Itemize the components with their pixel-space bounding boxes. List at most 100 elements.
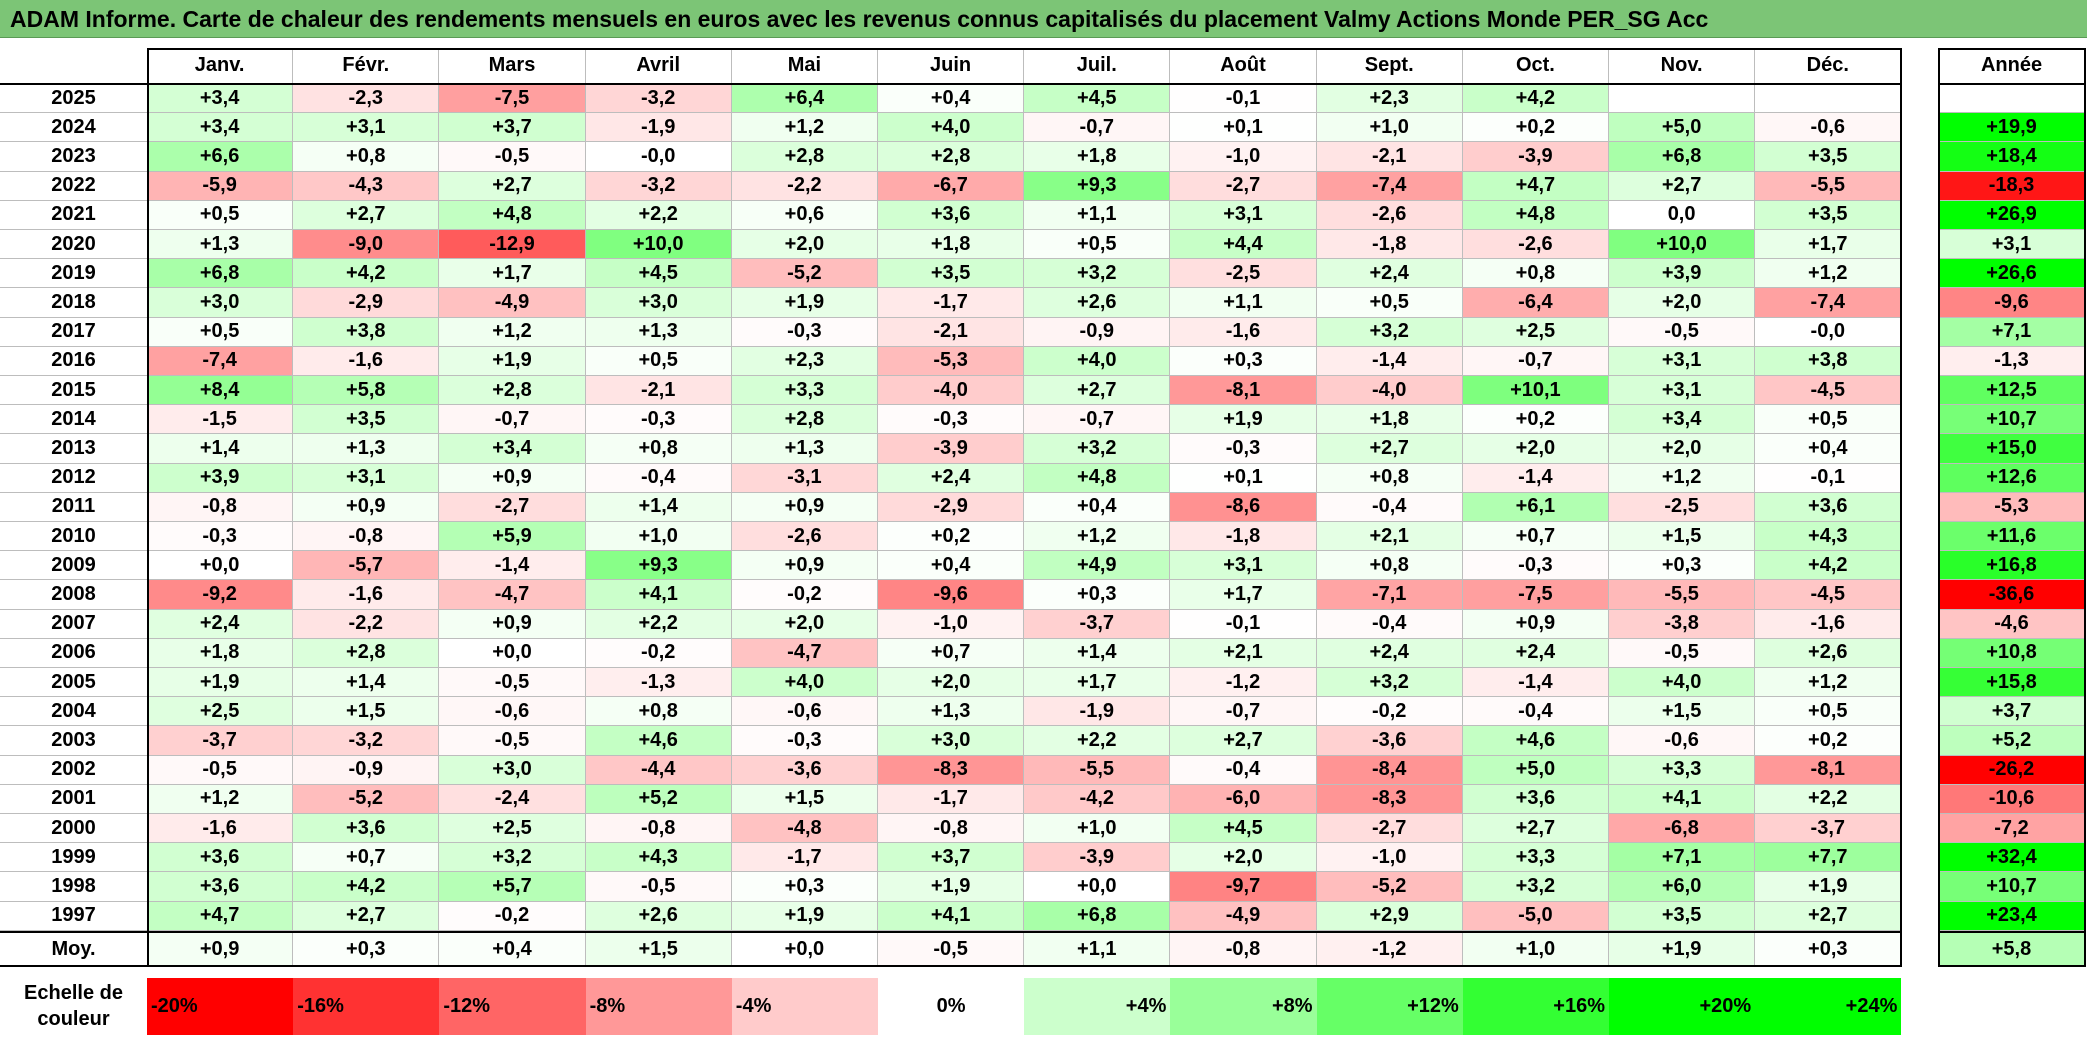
heatmap-cell: +2,2 [585,609,732,639]
heatmap-cell: +2,9 [1316,901,1463,931]
annual-cell: +26,9 [1938,200,2086,230]
heatmap-cell: +5,9 [439,522,586,552]
year-label: 2024 [0,113,147,143]
heatmap-cell: +3,2 [1316,668,1463,698]
heatmap-cell: -8,4 [1316,755,1463,785]
heatmap-cell: +10,1 [1462,376,1609,406]
heatmap-cell: +3,2 [1024,434,1171,464]
heatmap-cell: -1,0 [878,609,1025,639]
heatmap-cell: -7,1 [1316,580,1463,610]
heatmap-cell: +3,4 [147,113,294,143]
heatmap-cell: -0,8 [293,522,440,552]
heatmap-cell: +0,0 [439,638,586,668]
heatmap-cell: +1,7 [1170,580,1317,610]
heatmap-cell: +2,1 [1316,522,1463,552]
heatmap-cell: -0,3 [731,726,878,756]
heatmap-cell: -1,4 [439,551,586,581]
heatmap-cell: +2,3 [1316,84,1463,114]
heatmap-cell: +3,9 [147,463,294,493]
heatmap-cell: +2,0 [878,668,1025,698]
heatmap-cell: +2,0 [731,230,878,260]
heatmap-cell: +0,5 [147,200,294,230]
heatmap-cell: +0,8 [1316,551,1463,581]
annual-header: Année [1938,48,2086,84]
heatmap-cell: -1,9 [1024,697,1171,727]
heatmap-cell: -7,5 [1462,580,1609,610]
heatmap-cell: +5,8 [293,376,440,406]
heatmap-cell: -4,5 [1755,580,1902,610]
heatmap-cell: +2,6 [1755,638,1902,668]
heatmap-cell: +0,5 [1024,230,1171,260]
heatmap-cell: -5,2 [731,259,878,289]
legend-swatch: 0% [878,978,1025,1035]
heatmap-cell: +2,1 [1170,638,1317,668]
heatmap-cell: -3,7 [1755,814,1902,844]
heatmap-cell: +3,1 [293,113,440,143]
heatmap-cell: +1,2 [1755,668,1902,698]
heatmap-cell: +3,6 [1462,784,1609,814]
year-label: 2025 [0,84,147,114]
heatmap-cell: +4,1 [585,580,732,610]
heatmap-cell: +1,0 [1024,814,1171,844]
heatmap-cell: +1,2 [731,113,878,143]
heatmap-cell: +9,3 [585,551,732,581]
heatmap-cell: -4,5 [1755,376,1902,406]
annual-cell: -4,6 [1938,609,2086,639]
heatmap-cell: +0,1 [1170,463,1317,493]
month-header: Avril [585,48,732,84]
year-label: 2001 [0,784,147,814]
year-label: 1998 [0,872,147,902]
heatmap-cell: +0,3 [1609,551,1756,581]
heatmap-cell: +4,6 [1462,726,1609,756]
year-label: 2007 [0,609,147,639]
heatmap-cell: -1,0 [1170,142,1317,172]
heatmap-cell: +1,8 [1024,142,1171,172]
heatmap-cell: -5,2 [1316,872,1463,902]
heatmap-cell: -4,3 [293,171,440,201]
legend-swatch: -20% [147,978,294,1035]
heatmap-cell: -0,5 [1609,317,1756,347]
average-cell: +1,9 [1609,932,1756,967]
heatmap-cell: +3,3 [1609,755,1756,785]
annual-cell: +10,7 [1938,405,2086,435]
heatmap-cell: -0,2 [1316,697,1463,727]
heatmap-cell: -8,3 [878,755,1025,785]
heatmap-cell: -0,7 [439,405,586,435]
heatmap-cell: -1,8 [1316,230,1463,260]
heatmap-cell: +4,8 [439,200,586,230]
annual-cell: -1,3 [1938,346,2086,376]
heatmap-cell: -0,2 [439,901,586,931]
month-header: Oct. [1462,48,1609,84]
heatmap-cell: +0,8 [1316,463,1463,493]
heatmap-cell: -0,5 [439,142,586,172]
heatmap-cell: +0,2 [1462,113,1609,143]
heatmap-cell: +3,1 [1609,376,1756,406]
heatmap-cell: +4,3 [585,843,732,873]
heatmap-cell: +2,7 [293,901,440,931]
heatmap-cell: +0,1 [1170,113,1317,143]
heatmap-cell: -2,5 [1609,492,1756,522]
heatmap-cell: +1,5 [1609,697,1756,727]
heatmap-cell: -6,8 [1609,814,1756,844]
heatmap-cell: +1,8 [878,230,1025,260]
heatmap-cell: -2,6 [1462,230,1609,260]
heatmap-cell: +0,4 [878,84,1025,114]
year-label: 2015 [0,376,147,406]
heatmap-cell: +6,6 [147,142,294,172]
heatmap-cell: +1,8 [147,638,294,668]
heatmap-cell: -0,6 [1609,726,1756,756]
average-cell: +1,5 [585,932,732,967]
average-cell: -0,8 [1170,932,1317,967]
heatmap-cell: -5,0 [1462,901,1609,931]
heatmap-cell: -1,6 [293,346,440,376]
heatmap-cell: -0,9 [293,755,440,785]
legend-swatch: -8% [585,978,732,1035]
heatmap-cell: +0,5 [585,346,732,376]
heatmap-cell: +3,0 [878,726,1025,756]
heatmap-cell: +2,8 [731,405,878,435]
heatmap-cell: +1,4 [585,492,732,522]
heatmap-cell: -0,4 [1170,755,1317,785]
heatmap-cell: -4,9 [439,288,586,318]
heatmap-cell: +3,6 [878,200,1025,230]
